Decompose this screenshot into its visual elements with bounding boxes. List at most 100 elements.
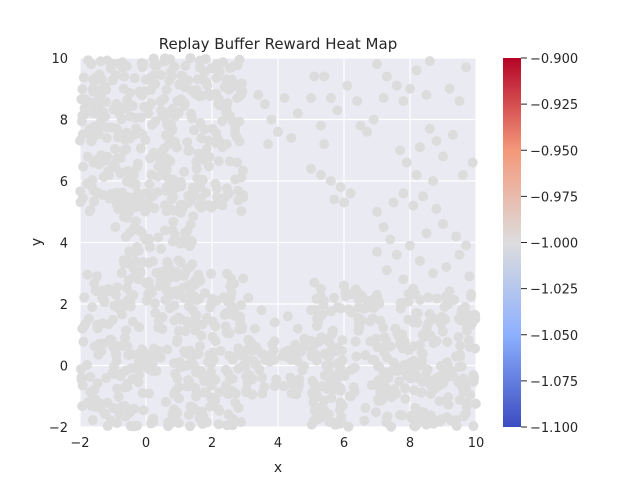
- scatter-point: [346, 307, 357, 318]
- scatter-point: [414, 255, 425, 266]
- scatter-point: [133, 377, 144, 388]
- scatter-point: [157, 168, 168, 179]
- scatter-point: [119, 190, 130, 201]
- scatter-point: [101, 122, 112, 133]
- scatter-point: [89, 185, 100, 196]
- scatter-point: [151, 60, 162, 71]
- scatter-point: [128, 222, 139, 233]
- scatter-point: [75, 135, 86, 146]
- scatter-point: [120, 232, 131, 243]
- scatter-point: [262, 350, 273, 361]
- scatter-point: [468, 421, 479, 432]
- scatter-point: [75, 364, 86, 375]
- scatter-point: [109, 143, 120, 154]
- scatter-point: [315, 120, 326, 131]
- scatter-point: [113, 127, 124, 138]
- scatter-point: [179, 100, 190, 111]
- scatter-point: [152, 187, 163, 198]
- scatter-point: [325, 176, 336, 186]
- scatter-point: [218, 57, 229, 68]
- y-tick-label: 2: [60, 298, 68, 313]
- scatter-point: [107, 75, 118, 86]
- scatter-point: [349, 362, 360, 373]
- scatter-point: [92, 378, 103, 389]
- colorbar-ticks: −1.100 −1.075 −1.050 −1.025 −1.000 −0.975 −0.9…: [521, 52, 578, 436]
- scatter-point: [99, 297, 110, 308]
- scatter-point: [88, 157, 99, 168]
- scatter-point: [428, 176, 439, 186]
- y-tick-label: 10: [51, 52, 68, 67]
- scatter-point: [82, 269, 93, 280]
- scatter-point: [163, 273, 174, 284]
- scatter-point: [168, 216, 179, 227]
- scatter-point: [177, 71, 188, 82]
- scatter-point: [421, 89, 432, 100]
- scatter-point: [206, 63, 217, 74]
- scatter-point: [381, 265, 392, 276]
- scatter-point: [160, 294, 171, 305]
- scatter-point: [140, 134, 151, 145]
- scatter-point: [467, 157, 478, 168]
- scatter-point: [147, 358, 158, 369]
- scatter-point: [418, 191, 429, 202]
- scatter-point: [460, 304, 471, 315]
- scatter-point: [381, 71, 392, 82]
- scatter-point: [309, 406, 320, 417]
- scatter-point: [315, 169, 326, 180]
- scatter-point: [269, 336, 280, 347]
- scatter-point: [353, 302, 364, 313]
- scatter-point: [351, 351, 362, 362]
- scatter-point: [413, 411, 424, 422]
- scatter-point: [194, 55, 205, 66]
- scatter-point: [238, 273, 249, 284]
- scatter-point: [461, 62, 472, 73]
- scatter-point: [143, 108, 154, 119]
- scatter-point: [372, 206, 382, 217]
- scatter-point: [325, 306, 336, 317]
- scatter-point: [256, 305, 267, 316]
- scatter-point: [365, 336, 376, 347]
- scatter-point: [442, 361, 453, 372]
- scatter-point: [428, 418, 439, 429]
- scatter-point: [175, 238, 186, 249]
- scatter-point: [210, 336, 221, 347]
- scatter-point: [114, 409, 125, 420]
- scatter-point: [173, 418, 184, 429]
- scatter-point: [444, 83, 455, 94]
- scatter-point: [372, 342, 383, 353]
- x-ticks: −2 0 2 4 6 8 10: [70, 436, 484, 451]
- scatter-point: [317, 381, 328, 392]
- scatter-point: [195, 181, 206, 192]
- scatter-point: [191, 84, 202, 95]
- scatter-point: [148, 417, 159, 428]
- scatter-point: [309, 277, 320, 288]
- chart-title: Replay Buffer Reward Heat Map: [159, 35, 397, 53]
- scatter-point: [391, 80, 402, 91]
- scatter-point: [259, 99, 270, 110]
- scatter-point: [230, 388, 241, 399]
- scatter-point: [337, 335, 348, 346]
- scatter-point: [145, 84, 156, 95]
- scatter-point: [101, 84, 112, 95]
- scatter-point: [90, 285, 101, 296]
- scatter-point: [324, 337, 335, 348]
- scatter-point: [206, 268, 217, 279]
- scatter-point: [395, 145, 406, 156]
- scatter-point: [372, 59, 382, 70]
- scatter-point: [87, 302, 98, 313]
- scatter-point: [461, 321, 472, 332]
- scatter-point: [465, 291, 476, 302]
- x-tick-label: −2: [70, 436, 89, 451]
- scatter-point: [125, 169, 136, 180]
- scatter-point: [437, 311, 448, 322]
- scatter-point: [221, 139, 232, 150]
- scatter-point: [234, 54, 245, 65]
- scatter-point: [112, 383, 123, 394]
- x-tick-label: 4: [274, 436, 282, 451]
- scatter-point: [470, 398, 481, 409]
- scatter-point: [174, 393, 185, 404]
- colorbar-tick-label: −0.925: [530, 98, 578, 113]
- scatter-point: [360, 350, 371, 361]
- scatter-point: [410, 368, 421, 379]
- scatter-point: [214, 66, 225, 77]
